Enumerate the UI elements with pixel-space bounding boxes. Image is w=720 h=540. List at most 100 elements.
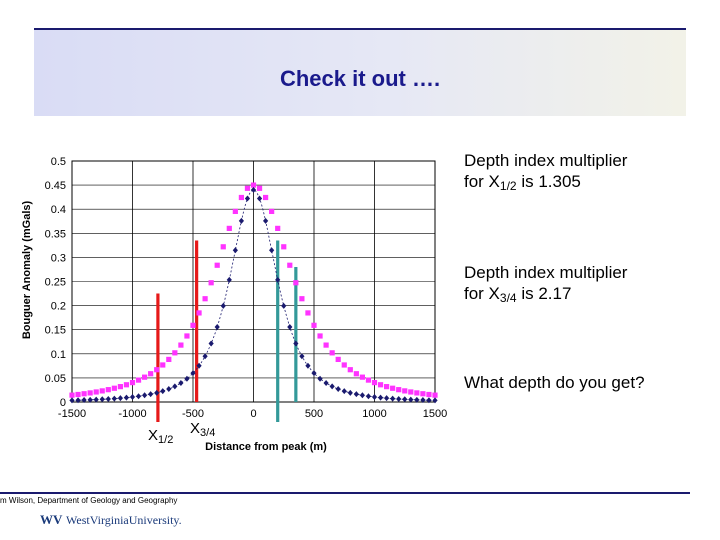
narrow-point-60 [432, 397, 438, 404]
series-wide [69, 182, 438, 398]
svg-text:WV: WV [40, 512, 63, 527]
x-tick-3: 0 [250, 408, 256, 420]
narrow-point-20 [190, 370, 196, 377]
wide-point-52 [384, 384, 390, 390]
narrow-point-56 [408, 396, 414, 403]
wide-point-26 [226, 225, 232, 231]
title-banner: Check it out …. [34, 28, 686, 116]
narrow-point-55 [402, 396, 408, 403]
note-half-suffix: is 1.305 [516, 172, 581, 191]
note-question-line1: What depth do you get? [464, 373, 645, 392]
wide-point-39 [305, 310, 311, 316]
narrow-point-14 [154, 389, 160, 396]
narrow-point-53 [390, 395, 396, 402]
wide-point-7 [111, 385, 117, 391]
wide-point-5 [99, 388, 105, 394]
narrow-point-47 [353, 391, 359, 398]
note-question: What depth do you get? [464, 372, 645, 393]
wide-point-50 [371, 379, 378, 386]
note-threequarter-suffix: is 2.17 [516, 284, 572, 303]
wide-point-3 [87, 390, 93, 396]
wide-point-30 [250, 182, 257, 188]
y-tick-2: 0.1 [51, 349, 66, 361]
y-tick-5: 0.25 [45, 277, 66, 289]
chart-axes [71, 160, 436, 403]
note-half-sub: 1/2 [499, 179, 517, 193]
narrow-point-50 [371, 393, 378, 400]
y-tick-1: 0.05 [45, 373, 66, 385]
wide-point-44 [335, 356, 341, 363]
wide-point-23 [208, 280, 214, 286]
narrow-point-19 [184, 375, 190, 382]
narrow-point-13 [148, 391, 154, 398]
marker-label-threequarter: X3/4 [190, 420, 215, 439]
marker-label-half: X1/2 [148, 427, 173, 446]
narrow-point-41 [317, 375, 323, 382]
wide-point-15 [160, 362, 166, 368]
wide-point-24 [214, 262, 220, 268]
narrow-point-49 [365, 393, 372, 400]
wvu-logo-text: WestVirginiaUniversity. [66, 513, 182, 527]
wide-point-32 [263, 194, 269, 201]
wide-point-48 [359, 374, 365, 380]
narrow-point-10 [129, 393, 136, 400]
wide-point-42 [323, 342, 329, 348]
narrow-point-22 [202, 353, 208, 360]
wide-point-56 [408, 389, 414, 395]
wide-point-40 [311, 322, 317, 328]
wide-point-60 [432, 392, 438, 398]
wide-point-11 [135, 377, 142, 383]
narrow-point-31 [256, 195, 263, 202]
x-tick-4: 500 [305, 408, 323, 420]
wide-point-0 [69, 392, 75, 398]
note-threequarter-prefix: for X [464, 284, 500, 303]
note-threequarter-multiplier: Depth index multiplier for X3/4 is 2.17 [464, 262, 627, 309]
narrow-point-34 [275, 276, 281, 283]
wide-point-37 [293, 280, 299, 286]
wide-point-9 [123, 382, 130, 388]
wide-point-21 [196, 310, 202, 316]
narrow-point-58 [420, 397, 426, 404]
narrow-point-36 [287, 324, 293, 331]
wide-point-22 [202, 296, 208, 302]
narrow-point-3 [87, 396, 93, 403]
wide-point-29 [244, 185, 251, 191]
wide-point-33 [269, 208, 275, 215]
wide-point-57 [414, 390, 420, 396]
narrow-point-51 [377, 394, 384, 401]
narrow-point-54 [396, 395, 402, 402]
narrow-point-6 [105, 395, 111, 402]
wide-point-4 [93, 389, 99, 395]
wide-point-53 [390, 385, 396, 391]
wide-point-1 [75, 391, 81, 398]
wide-point-13 [148, 371, 154, 377]
y-tick-0: 0 [60, 397, 66, 409]
wide-point-58 [420, 391, 426, 397]
note-half-line1: Depth index multiplier [464, 151, 628, 170]
marker-label-half-main: X [148, 427, 158, 444]
narrow-point-27 [232, 247, 238, 254]
tick-labels: -1500 -1000 -500 0 500 1000 1500 0 0.05 0.1 0.15 0.… [45, 156, 448, 420]
y-axis-label: Bouguer Anomaly (mGals) [21, 201, 33, 340]
narrow-point-44 [335, 386, 341, 393]
y-tick-6: 0.3 [51, 252, 66, 264]
narrow-point-7 [111, 395, 117, 402]
plot-frame [71, 160, 436, 403]
narrow-point-0 [69, 397, 75, 404]
narrow-point-5 [99, 396, 105, 403]
marker-label-half-sub: 1/2 [158, 434, 173, 446]
wide-point-51 [377, 382, 384, 388]
note-half-prefix: for X [464, 172, 500, 191]
y-tick-8: 0.4 [51, 204, 66, 216]
wide-point-14 [154, 367, 160, 373]
wide-point-45 [341, 362, 347, 368]
narrow-point-39 [305, 362, 311, 369]
x-axis-label: Distance from peak (m) [205, 441, 327, 453]
narrow-point-35 [281, 302, 287, 309]
narrow-point-46 [347, 389, 353, 396]
wide-point-2 [81, 391, 87, 397]
y-tick-9: 0.45 [45, 180, 66, 192]
wide-point-18 [178, 342, 184, 348]
narrow-point-57 [414, 396, 420, 403]
wide-point-38 [299, 296, 305, 302]
